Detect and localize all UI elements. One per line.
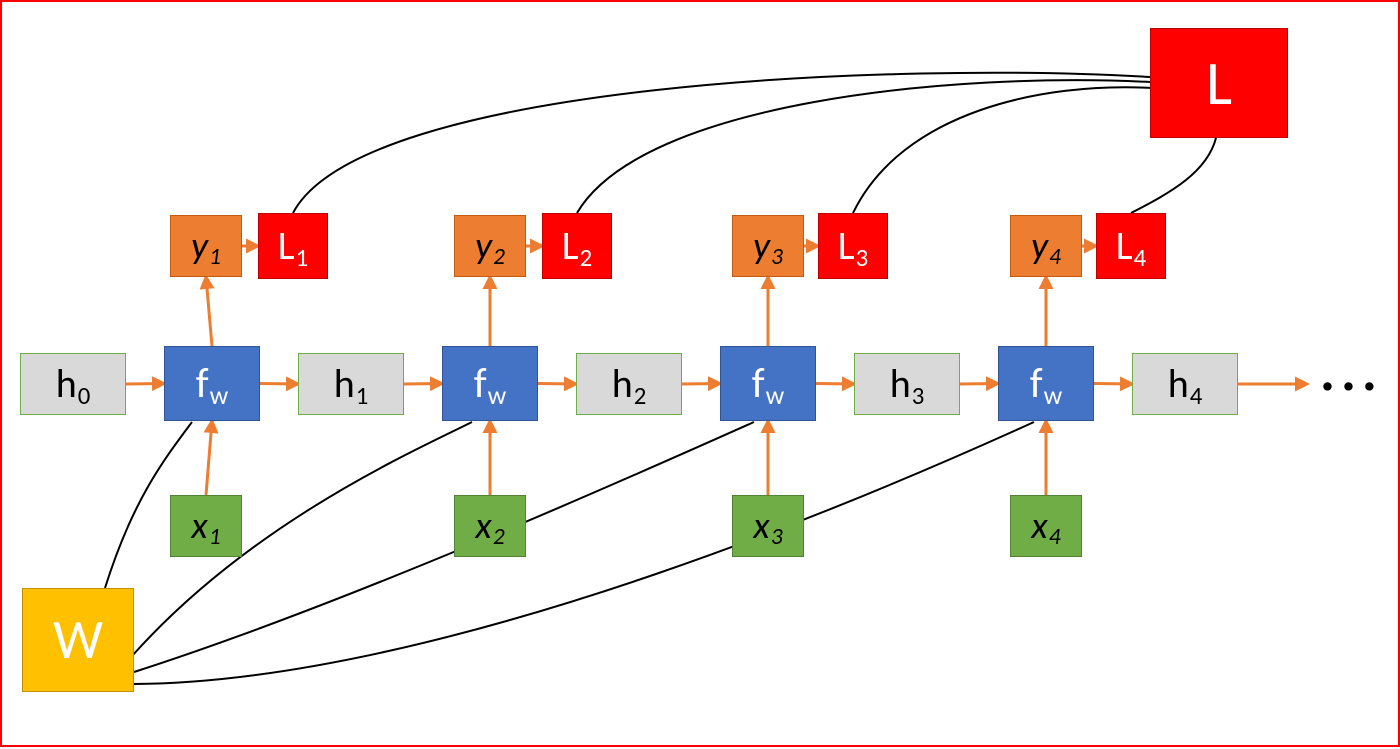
node-label: y: [191, 227, 208, 265]
node-label: f: [196, 363, 209, 405]
node-subscript: 3: [856, 242, 869, 273]
arrow: [404, 384, 442, 385]
arrow: [206, 277, 212, 346]
node-h0: h0: [20, 353, 126, 415]
node-label: x: [191, 507, 207, 545]
node-label: x: [475, 507, 491, 545]
node-label: L: [278, 226, 295, 266]
node-subscript: 3: [771, 243, 783, 271]
node-label: L: [1116, 226, 1133, 266]
node-y4: y4: [1010, 215, 1082, 277]
node-L: L: [1150, 28, 1288, 138]
ellipsis: ...: [1320, 338, 1383, 406]
node-subscript: 2: [580, 242, 593, 273]
node-h3: h3: [854, 353, 960, 415]
node-subscript: 2: [634, 380, 647, 411]
curve-connector: [577, 80, 1150, 213]
node-y2: y2: [454, 215, 526, 277]
node-subscript: 3: [912, 380, 925, 411]
node-subscript: 2: [493, 523, 505, 551]
node-fw1: fw: [164, 346, 260, 421]
node-y1: y1: [170, 215, 242, 277]
node-subscript: 4: [1134, 242, 1147, 273]
node-subscript: 1: [209, 243, 221, 271]
node-fw2: fw: [442, 346, 538, 421]
node-label: h: [56, 364, 77, 404]
node-L1: L1: [258, 213, 328, 279]
node-h2: h2: [576, 353, 682, 415]
node-h4: h4: [1132, 353, 1238, 415]
node-subscript: 1: [296, 242, 309, 273]
node-subscript: 3: [771, 523, 783, 551]
node-label: h: [334, 364, 355, 404]
arrow: [960, 384, 998, 385]
node-subscript: 2: [493, 243, 505, 271]
arrow: [816, 384, 854, 385]
node-subscript: 4: [1190, 380, 1203, 411]
curve-connector: [134, 422, 1034, 684]
node-x4: x4: [1010, 495, 1082, 557]
node-label: y: [475, 227, 492, 265]
arrow: [206, 421, 212, 495]
arrow: [1094, 384, 1132, 385]
node-subscript: w: [210, 379, 229, 411]
node-label: y: [1031, 227, 1048, 265]
node-label: W: [53, 612, 103, 668]
node-x1: x1: [170, 495, 242, 557]
node-fw4: fw: [998, 346, 1094, 421]
node-label: h: [1168, 364, 1189, 404]
node-fw3: fw: [720, 346, 816, 421]
node-label: f: [474, 363, 487, 405]
node-label: x: [1031, 507, 1047, 545]
node-subscript: 4: [1049, 243, 1061, 271]
curve-connector: [853, 87, 1152, 213]
curve-connector: [1131, 138, 1216, 213]
node-label: L: [1206, 52, 1232, 114]
node-x3: x3: [732, 495, 804, 557]
arrow: [126, 384, 164, 385]
node-subscript: 4: [1049, 523, 1061, 551]
node-subscript: 1: [209, 523, 221, 551]
node-label: h: [890, 364, 911, 404]
node-W: W: [22, 588, 134, 692]
diagram-stage: h0fwh1fwh2fwh3fwh4x1x2x3x4y1y2y3y4L1L2L3…: [0, 0, 1400, 747]
node-subscript: w: [766, 379, 785, 411]
node-y3: y3: [732, 215, 804, 277]
arrow: [260, 384, 298, 385]
node-subscript: w: [488, 379, 507, 411]
curve-connector: [293, 73, 1150, 213]
node-label: f: [752, 363, 765, 405]
node-x2: x2: [454, 495, 526, 557]
node-L4: L4: [1096, 213, 1166, 279]
node-subscript: 0: [78, 380, 91, 411]
node-L3: L3: [818, 213, 888, 279]
node-label: L: [838, 226, 855, 266]
node-h1: h1: [298, 353, 404, 415]
node-label: L: [562, 226, 579, 266]
node-subscript: w: [1044, 379, 1063, 411]
node-label: x: [753, 507, 769, 545]
node-label: h: [612, 364, 633, 404]
node-label: f: [1030, 363, 1043, 405]
node-L2: L2: [542, 213, 612, 279]
node-label: y: [753, 227, 770, 265]
node-subscript: 1: [356, 380, 369, 411]
arrow: [538, 384, 576, 385]
arrow: [682, 384, 720, 385]
